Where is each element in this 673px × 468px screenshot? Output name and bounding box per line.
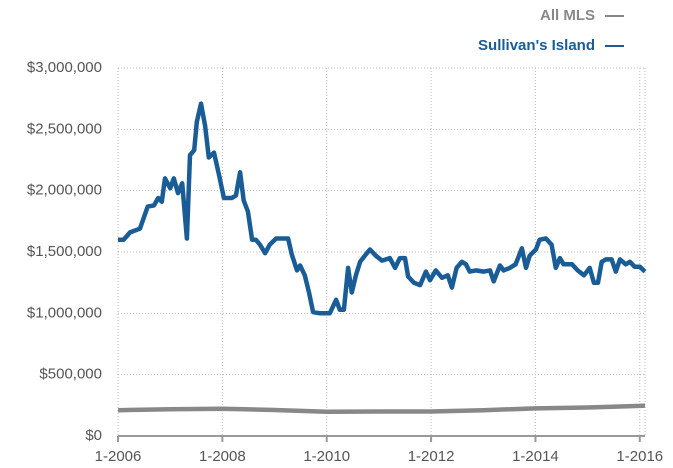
x-tick-label: 1-2016 — [616, 448, 663, 465]
y-tick-label: $1,500,000 — [27, 243, 102, 260]
y-tick-label: $0 — [85, 427, 102, 444]
y-tick-label: $1,000,000 — [27, 304, 102, 321]
y-tick-label: $500,000 — [39, 366, 102, 383]
x-tick-label: 1-2012 — [408, 448, 455, 465]
line — [117, 403, 646, 414]
x-tick-label: 1-2006 — [95, 448, 142, 465]
legend-label: Sullivan's Island — [478, 37, 595, 54]
y-tick-label: $2,000,000 — [27, 182, 102, 199]
line — [118, 101, 647, 316]
x-tick-label: 1-2014 — [512, 448, 559, 465]
y-tick-label: $2,500,000 — [27, 120, 102, 137]
legend-label: All MLS — [540, 7, 595, 24]
x-tick-label: 1-2010 — [303, 448, 350, 465]
x-tick-label: 1-2008 — [199, 448, 246, 465]
y-tick-label: $3,000,000 — [27, 59, 102, 76]
